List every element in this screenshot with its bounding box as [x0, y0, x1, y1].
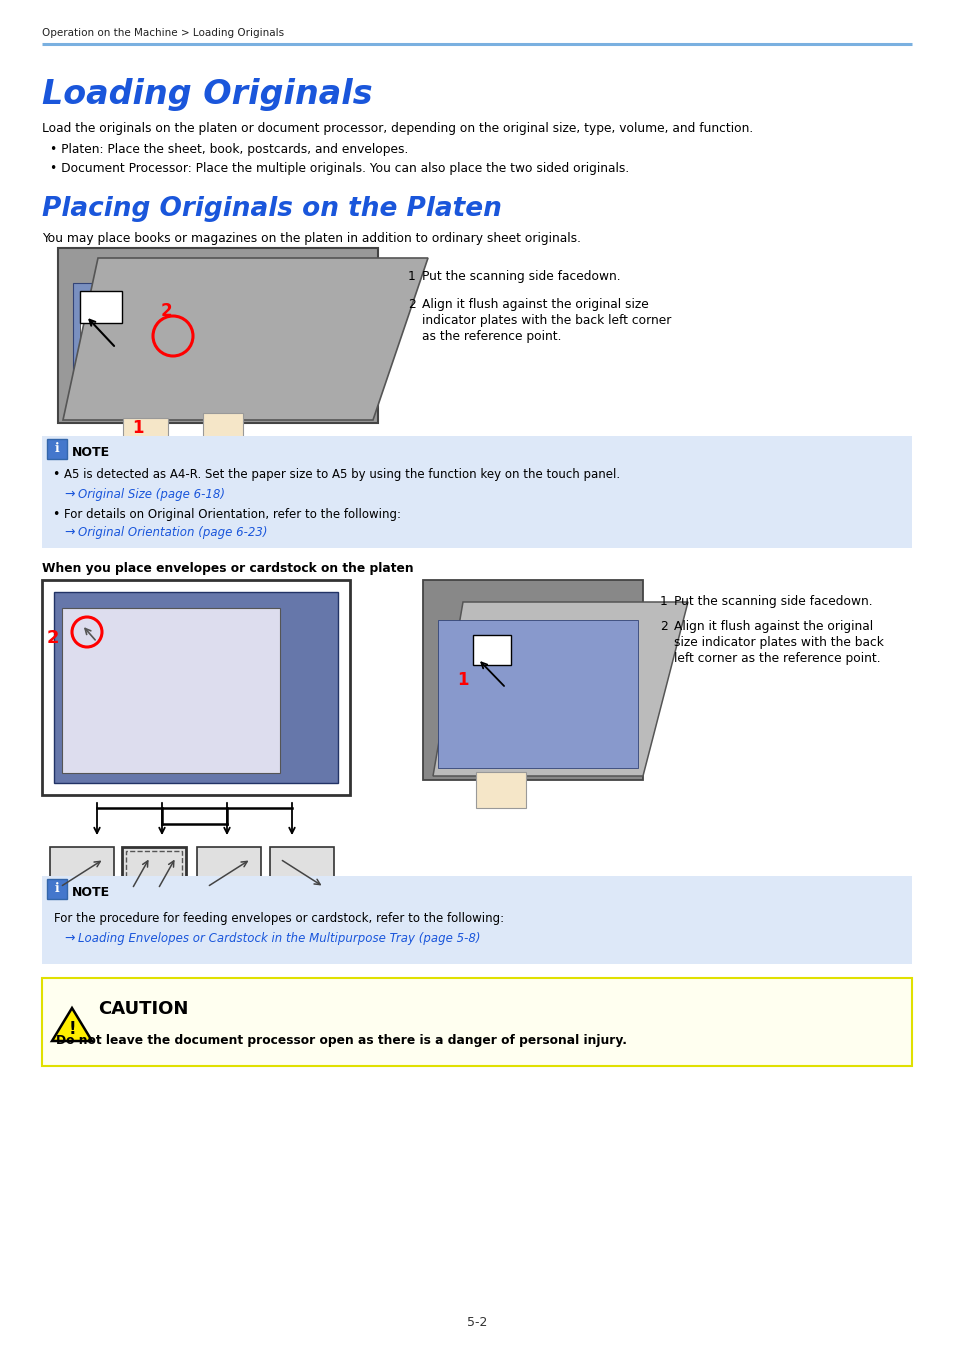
FancyBboxPatch shape — [270, 846, 334, 899]
FancyBboxPatch shape — [196, 846, 261, 899]
Text: • Platen: Place the sheet, book, postcards, and envelopes.: • Platen: Place the sheet, book, postcar… — [50, 143, 408, 157]
Text: Original Size (page 6-18): Original Size (page 6-18) — [78, 487, 225, 501]
Polygon shape — [123, 418, 168, 446]
Text: 2: 2 — [408, 298, 416, 311]
FancyBboxPatch shape — [50, 846, 113, 899]
Text: 2: 2 — [659, 620, 667, 633]
Text: When you place envelopes or cardstock on the platen: When you place envelopes or cardstock on… — [42, 562, 414, 575]
Text: CAUTION: CAUTION — [98, 1000, 188, 1018]
FancyBboxPatch shape — [42, 436, 911, 548]
Text: 5-2: 5-2 — [466, 1316, 487, 1328]
Text: Load the originals on the platen or document processor, depending on the origina: Load the originals on the platen or docu… — [42, 122, 753, 135]
Text: indicator plates with the back left corner: indicator plates with the back left corn… — [421, 315, 671, 327]
FancyBboxPatch shape — [80, 292, 122, 323]
Polygon shape — [203, 413, 243, 437]
Text: You may place books or magazines on the platen in addition to ordinary sheet ori: You may place books or magazines on the … — [42, 232, 580, 244]
Polygon shape — [52, 1008, 91, 1041]
Polygon shape — [476, 772, 525, 809]
Text: 2: 2 — [160, 302, 172, 320]
Text: 2: 2 — [47, 629, 59, 647]
Text: Do not leave the document processor open as there is a danger of personal injury: Do not leave the document processor open… — [56, 1034, 626, 1048]
Polygon shape — [80, 293, 355, 409]
FancyBboxPatch shape — [42, 580, 350, 795]
FancyBboxPatch shape — [58, 248, 377, 423]
Text: Loading Originals: Loading Originals — [42, 78, 373, 111]
Text: •: • — [52, 468, 59, 481]
Text: NOTE: NOTE — [71, 446, 110, 459]
FancyBboxPatch shape — [422, 580, 642, 780]
FancyBboxPatch shape — [42, 876, 911, 964]
Text: 1: 1 — [659, 595, 667, 608]
Text: Operation on the Machine > Loading Originals: Operation on the Machine > Loading Origi… — [42, 28, 284, 38]
Text: →: → — [64, 526, 74, 539]
Text: →: → — [64, 931, 74, 945]
Text: ℹ: ℹ — [54, 443, 59, 455]
FancyBboxPatch shape — [54, 593, 337, 783]
Text: Align it flush against the original size: Align it flush against the original size — [421, 298, 648, 311]
Text: size indicator plates with the back: size indicator plates with the back — [673, 636, 882, 649]
Polygon shape — [63, 258, 428, 420]
Text: A5 is detected as A4-R. Set the paper size to A5 by using the function key on th: A5 is detected as A4-R. Set the paper si… — [64, 468, 619, 481]
Text: left corner as the reference point.: left corner as the reference point. — [673, 652, 880, 666]
Text: ℹ: ℹ — [54, 883, 59, 895]
Text: NOTE: NOTE — [71, 886, 110, 899]
FancyBboxPatch shape — [62, 608, 280, 774]
Text: Original Orientation (page 6-23): Original Orientation (page 6-23) — [78, 526, 267, 539]
Text: For details on Original Orientation, refer to the following:: For details on Original Orientation, ref… — [64, 508, 400, 521]
Text: •: • — [52, 508, 59, 521]
Polygon shape — [433, 602, 687, 776]
Text: →: → — [64, 487, 74, 501]
Text: 1: 1 — [456, 671, 468, 689]
Text: 1: 1 — [408, 270, 416, 284]
FancyBboxPatch shape — [47, 879, 67, 899]
Text: • Document Processor: Place the multiple originals. You can also place the two s: • Document Processor: Place the multiple… — [50, 162, 629, 176]
FancyBboxPatch shape — [42, 977, 911, 1066]
Polygon shape — [437, 620, 638, 768]
Text: For the procedure for feeding envelopes or cardstock, refer to the following:: For the procedure for feeding envelopes … — [54, 913, 503, 925]
FancyBboxPatch shape — [473, 634, 511, 666]
FancyBboxPatch shape — [122, 846, 186, 899]
Text: !: ! — [68, 1021, 75, 1038]
Text: Put the scanning side facedown.: Put the scanning side facedown. — [673, 595, 872, 608]
Text: as the reference point.: as the reference point. — [421, 329, 561, 343]
Text: Align it flush against the original: Align it flush against the original — [673, 620, 872, 633]
FancyBboxPatch shape — [47, 439, 67, 459]
Text: 1: 1 — [132, 418, 144, 437]
Text: Put the scanning side facedown.: Put the scanning side facedown. — [421, 270, 620, 284]
Text: Placing Originals on the Platen: Placing Originals on the Platen — [42, 196, 501, 221]
Polygon shape — [73, 284, 363, 414]
Text: Loading Envelopes or Cardstock in the Multipurpose Tray (page 5-8): Loading Envelopes or Cardstock in the Mu… — [78, 931, 480, 945]
